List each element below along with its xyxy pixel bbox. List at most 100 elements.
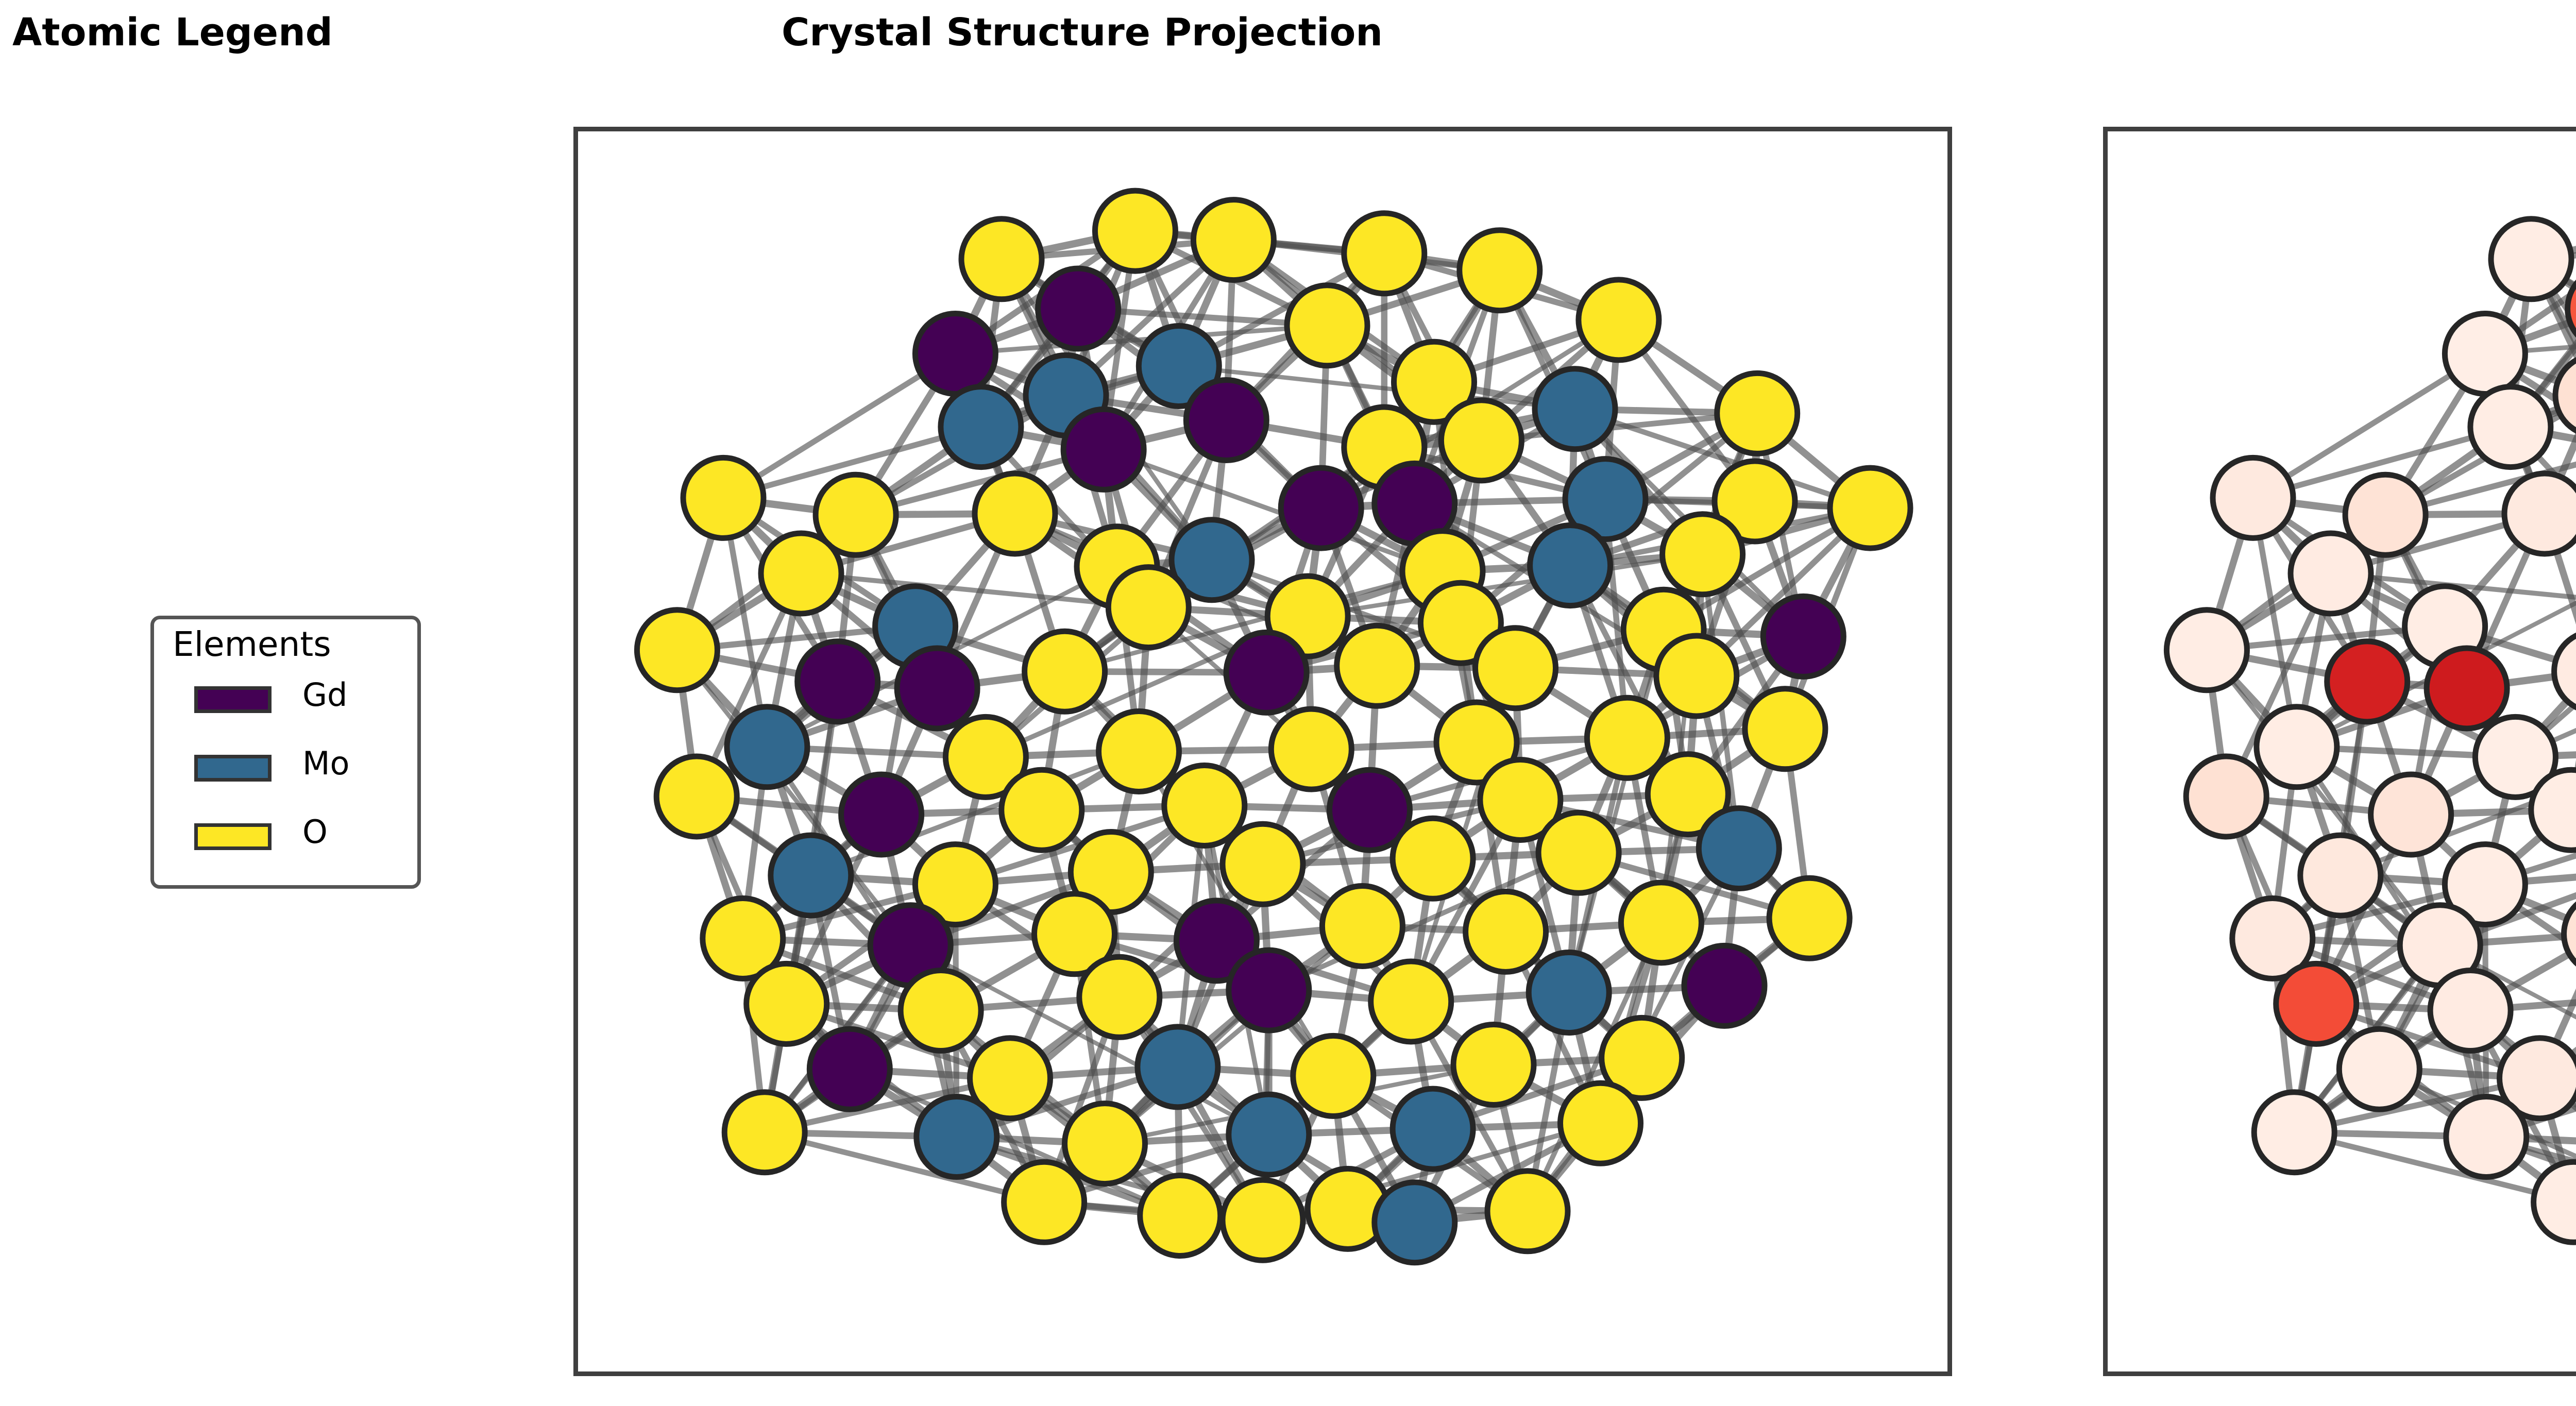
graph-node[interactable] [1031, 891, 1117, 977]
graph-node[interactable] [958, 216, 1045, 302]
graph-node[interactable] [806, 1026, 893, 1112]
graph-node[interactable] [724, 704, 810, 790]
graph-node[interactable] [1136, 323, 1222, 409]
graph-node[interactable] [1527, 522, 1614, 609]
graph-node[interactable] [2531, 1159, 2576, 1245]
graph-node[interactable] [721, 1089, 808, 1176]
graph-node[interactable] [1653, 633, 1740, 719]
graph-node[interactable] [1334, 622, 1420, 709]
graph-node[interactable] [2467, 384, 2554, 470]
graph-node[interactable] [2427, 968, 2514, 1054]
graph-node[interactable] [653, 753, 740, 840]
graph-node[interactable] [1562, 456, 1649, 543]
graph-node[interactable] [2336, 1026, 2422, 1112]
graph-node[interactable] [894, 645, 980, 732]
graph-node[interactable] [2251, 1089, 2337, 1176]
graph-node[interactable] [1696, 805, 1782, 892]
graph-node[interactable] [2287, 530, 2374, 617]
graph-node[interactable] [2528, 767, 2576, 853]
graph-node[interactable] [912, 311, 998, 397]
graph-node[interactable] [743, 960, 830, 1047]
graph-node[interactable] [912, 841, 998, 928]
graph-node[interactable] [2297, 832, 2384, 919]
graph-node[interactable] [700, 895, 786, 981]
graph-node[interactable] [1389, 815, 1476, 902]
graph-node[interactable] [1319, 883, 1405, 969]
graph-node[interactable] [1001, 1159, 1088, 1245]
graph-node[interactable] [1766, 875, 1853, 961]
graph-node[interactable] [1472, 625, 1558, 712]
graph-node[interactable] [1742, 686, 1828, 772]
graph-node[interactable] [2229, 895, 2316, 981]
graph-node[interactable] [1659, 511, 1746, 598]
graph-node[interactable] [2324, 638, 2411, 725]
graph-node[interactable] [1827, 465, 1913, 551]
graph-node[interactable] [1284, 282, 1370, 369]
graph-node[interactable] [2210, 454, 2296, 541]
graph-node[interactable] [1060, 406, 1147, 493]
graph-node[interactable] [1368, 958, 1454, 1045]
graph-node[interactable] [812, 471, 899, 558]
graph-node[interactable] [1526, 950, 1612, 1036]
graph-node[interactable] [1484, 1168, 1571, 1255]
graph-node[interactable] [838, 771, 925, 858]
graph-node[interactable] [1618, 879, 1704, 966]
graph-node[interactable] [2342, 471, 2429, 558]
graph-node[interactable] [1389, 1086, 1476, 1172]
graph-node[interactable] [1096, 708, 1182, 794]
graph-node[interactable] [2253, 704, 2340, 790]
graph-node[interactable] [1714, 370, 1801, 456]
graph-node[interactable] [2561, 894, 2576, 974]
graph-node[interactable] [1438, 397, 1524, 484]
graph-node[interactable] [1226, 1091, 1312, 1178]
graph-node[interactable] [1161, 763, 1248, 849]
graph-node[interactable] [1278, 465, 1364, 551]
graph-node[interactable] [758, 530, 844, 617]
graph-node[interactable] [1226, 947, 1312, 1034]
graph-node[interactable] [1557, 1080, 1643, 1166]
graph-node[interactable] [1450, 1022, 1537, 1108]
graph-node[interactable] [2368, 771, 2454, 858]
graph-node[interactable] [1391, 338, 1477, 425]
graph-node[interactable] [998, 767, 1085, 853]
graph-node[interactable] [1076, 954, 1163, 1040]
graph-node[interactable] [2565, 268, 2576, 349]
graph-node[interactable] [634, 607, 720, 693]
graph-node[interactable] [2273, 960, 2360, 1047]
graph-node[interactable] [1035, 265, 1122, 352]
graph-node[interactable] [1371, 1179, 1458, 1266]
graph-node[interactable] [1022, 628, 1108, 715]
graph-node[interactable] [1134, 1024, 1221, 1110]
graph-node[interactable] [2443, 1094, 2530, 1180]
graph-node[interactable] [2472, 714, 2558, 800]
graph-node[interactable] [1341, 210, 1428, 297]
graph-node[interactable] [2501, 470, 2576, 557]
graph-node[interactable] [1477, 757, 1564, 843]
graph-node[interactable] [1219, 821, 1306, 907]
graph-node[interactable] [1268, 706, 1354, 792]
graph-node[interactable] [1168, 517, 1255, 603]
graph-node[interactable] [1599, 1014, 1685, 1101]
graph-node[interactable] [972, 470, 1058, 557]
graph-node[interactable] [1711, 458, 1798, 545]
graph-node[interactable] [1584, 694, 1670, 781]
graph-node[interactable] [2497, 1035, 2576, 1122]
graph-node[interactable] [1327, 767, 1413, 853]
graph-node[interactable] [1456, 227, 1543, 314]
graph-node[interactable] [1532, 366, 1618, 452]
graph-node[interactable] [1433, 699, 1520, 786]
graph-node[interactable] [1645, 751, 1731, 838]
graph-node[interactable] [1760, 593, 1846, 680]
graph-node[interactable] [2488, 216, 2574, 302]
graph-node[interactable] [1535, 809, 1622, 896]
graph-node[interactable] [1290, 1032, 1377, 1119]
graph-node[interactable] [1173, 897, 1260, 984]
graph-node[interactable] [1681, 942, 1768, 1029]
graph-node[interactable] [942, 714, 1029, 800]
graph-node[interactable] [1062, 1100, 1148, 1187]
graph-node[interactable] [897, 968, 984, 1054]
graph-node[interactable] [1137, 1173, 1224, 1259]
graph-node[interactable] [1219, 1177, 1306, 1263]
graph-node[interactable] [2424, 645, 2510, 732]
graph-node[interactable] [1463, 888, 1549, 975]
